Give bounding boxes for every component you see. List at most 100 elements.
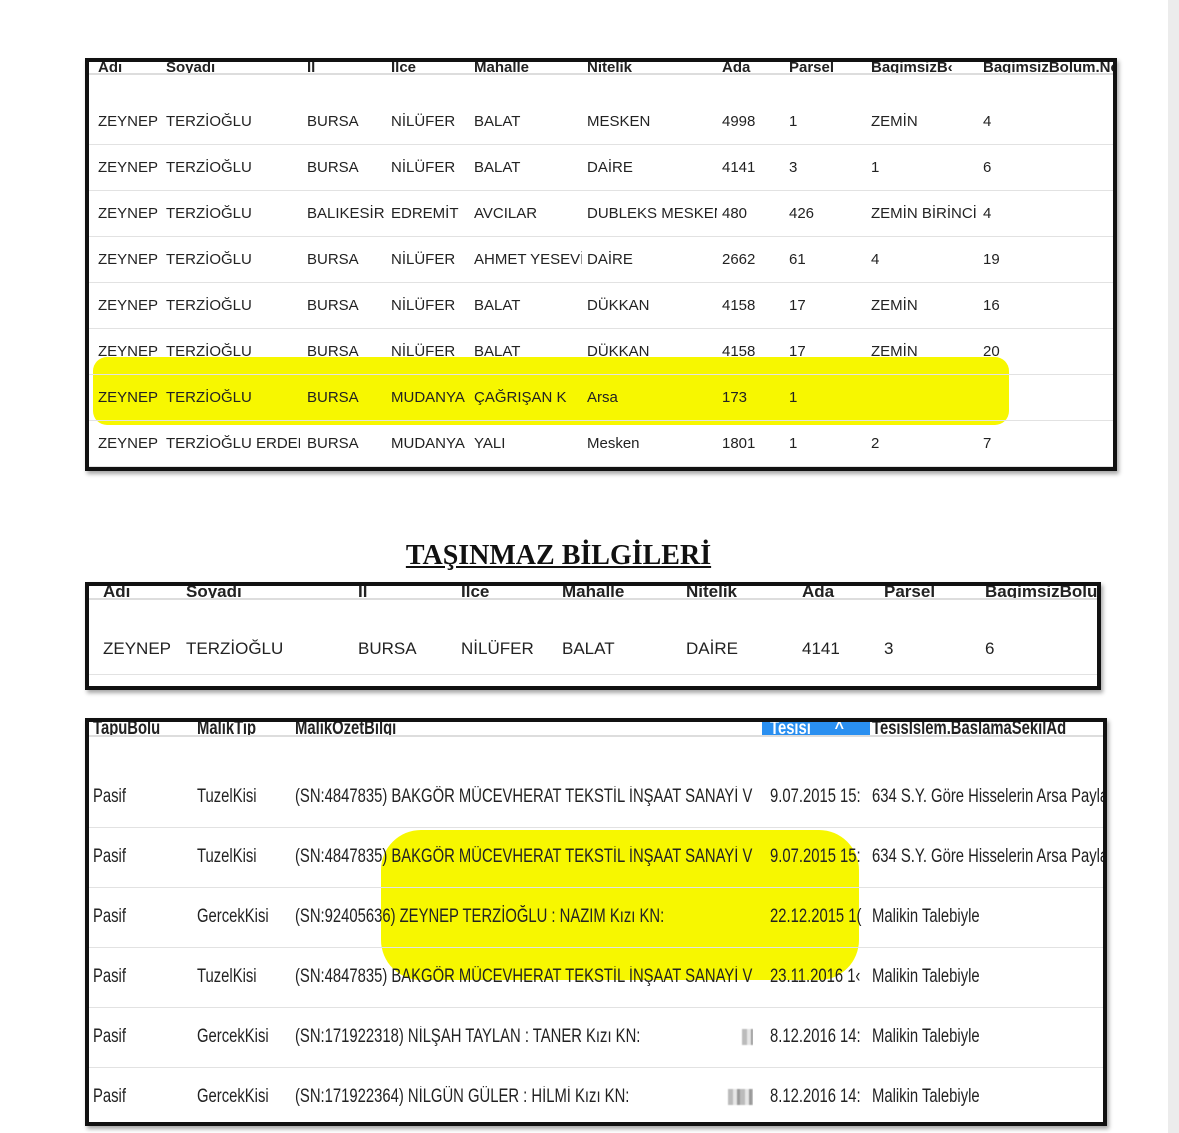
column-header-label: Il xyxy=(358,586,368,598)
column-header-label: Ilce xyxy=(391,62,417,73)
table-row[interactable]: ZEYNEP TERZİOĞLU ERDEM BURSA MUDANYA YALI Mes… xyxy=(89,420,1113,467)
cell-value: Pasif xyxy=(93,786,126,807)
table-row[interactable]: ZEYNEP TERZİOĞLU BURSA NİLÜFER BALAT DÜKKAN 41… xyxy=(89,328,1113,375)
table-header: TapuBolu MalikTip MalikOzetBilgi Tesisı ^ Tes… xyxy=(89,722,1103,737)
cell-value: (SN:171922364) NİLGÜN GÜLER : HİLMİ Kızı… xyxy=(295,1086,630,1107)
table-cell: Pasif xyxy=(93,827,193,887)
column-header[interactable]: Nitelik xyxy=(587,62,721,73)
table-cell: BURSA xyxy=(307,374,385,420)
column-header[interactable]: MalikOzetBilgi xyxy=(295,722,757,735)
table-row[interactable]: ZEYNEP TERZİOĞLU BURSA MUDANYA ÇAĞRIŞAN K Ars… xyxy=(89,374,1113,421)
table-cell: DÜKKAN xyxy=(587,282,717,328)
highlight-marker xyxy=(93,357,1009,425)
column-header[interactable]: Il xyxy=(358,586,460,598)
table-cell: MUDANYA xyxy=(391,420,469,466)
table-row[interactable]: ZEYNEP TERZİOĞLU BALIKESİR EDREMİT AVCILAR DU… xyxy=(89,190,1113,237)
column-header[interactable]: Adı xyxy=(103,586,185,598)
table-cell: DAİRE xyxy=(587,144,717,190)
table-cell: ZEYNEP xyxy=(98,282,160,328)
column-header-label: Parsel xyxy=(789,62,835,73)
table-cell: ZEYNEP xyxy=(98,328,160,374)
column-header[interactable]: MalikTip xyxy=(197,722,295,735)
cell-value: BALAT xyxy=(474,296,521,314)
table-cell: NİLÜFER xyxy=(461,624,557,674)
table-cell xyxy=(871,374,979,420)
table-cell: BURSA xyxy=(307,328,385,374)
column-header[interactable]: Ada xyxy=(722,62,788,73)
cell-value: Mesken xyxy=(587,434,640,452)
table-header: Adı Soyadı Il Ilce Mahalle Nitelik Ada Parsel Ba… xyxy=(89,586,1097,600)
table-row[interactable]: Pasif GercekKisi (SN:171922364) NİLGÜN GÜL… xyxy=(89,1067,1103,1122)
table-cell: Pasif xyxy=(93,1007,193,1067)
cell-value: BURSA xyxy=(307,342,359,360)
cell-value: BURSA xyxy=(358,639,417,658)
table-row[interactable]: Pasif TuzelKisi (SN:4847835) BAKGÖR MÜCEVH… xyxy=(89,947,1103,1008)
cell-value: 4 xyxy=(983,204,992,222)
cell-value: 1 xyxy=(789,434,798,452)
table-cell: ZEYNEP xyxy=(98,420,160,466)
table-cell: 17 xyxy=(789,328,865,374)
column-header[interactable]: Nitelik xyxy=(686,586,801,598)
table-cell: GercekKisi xyxy=(197,1067,291,1122)
cell-value: TuzelKisi xyxy=(197,966,257,987)
cell-value: 8.12.2016 14: xyxy=(770,1086,861,1107)
table-row[interactable]: Pasif TuzelKisi (SN:4847835) BAKGÖR MÜCEVH… xyxy=(89,827,1103,888)
column-header[interactable]: Ilce xyxy=(461,586,561,598)
column-header[interactable]: Parsel xyxy=(789,62,869,73)
column-header[interactable]: BagimsizBolum xyxy=(985,586,1097,598)
table-cell: ZEYNEP xyxy=(98,190,160,236)
table-cell: ZEYNEP xyxy=(98,466,160,467)
cell-value: ZEMİN xyxy=(871,112,918,130)
column-header[interactable]: Ada xyxy=(802,586,883,598)
column-header-label: MalikTip xyxy=(197,722,257,735)
column-header[interactable]: Soyadı xyxy=(166,62,304,73)
table-cell: 2662 xyxy=(722,236,784,282)
table-cell: 16 xyxy=(983,282,1109,328)
cell-value: AVCILAR xyxy=(474,204,538,222)
column-header[interactable]: BagimsizB‹ xyxy=(871,62,983,73)
cell-value: TERZİOĞLU xyxy=(166,388,252,406)
table-cell: TERZİOĞLU xyxy=(166,190,300,236)
table-cell: NİLÜFER xyxy=(391,466,469,467)
table-row[interactable]: ZEYNEP TERZİOĞLU BURSA NİLÜFER BALAT DAİRE 414… xyxy=(89,624,1097,675)
table-cell: 1801 xyxy=(722,420,784,466)
table-row[interactable]: Pasif GercekKisi (SN:92405636) ZEYNEP TERZ… xyxy=(89,887,1103,948)
column-header[interactable]: Il xyxy=(307,62,389,73)
cell-value: ZEYNEP xyxy=(98,250,159,268)
column-header[interactable]: Tesisı ^ xyxy=(762,722,870,735)
table-row[interactable]: Pasif GercekKisi (SN:171922318) NİLŞAH TAY… xyxy=(89,1007,1103,1068)
column-header[interactable]: Parsel xyxy=(884,586,984,598)
column-header[interactable]: Mahalle xyxy=(562,586,685,598)
table-cell: Pasif xyxy=(93,1067,193,1122)
cell-value: TERZİOĞLU xyxy=(166,296,252,314)
table-row[interactable]: ZEYNEP TERZİOĞLU ERDEM BURSA NİLÜFER BEŞEVLE… xyxy=(89,466,1113,467)
column-header-label: Mahalle xyxy=(474,62,530,73)
column-header[interactable]: Soyadı xyxy=(186,586,356,598)
cell-value: Pasif xyxy=(93,846,126,867)
table-row[interactable]: ZEYNEP TERZİOĞLU BURSA NİLÜFER BALAT DÜKKAN 41… xyxy=(89,282,1113,329)
column-header-label: Mahalle xyxy=(562,586,625,598)
column-header[interactable]: Adı xyxy=(98,62,164,73)
column-header[interactable]: BagimsizBolum.No xyxy=(983,62,1113,73)
table-cell: TERZİOĞLU ERDEM xyxy=(166,466,300,467)
column-header[interactable]: Mahalle xyxy=(474,62,586,73)
page-edge xyxy=(1168,0,1179,1133)
table-row[interactable]: ZEYNEP TERZİOĞLU BURSA NİLÜFER AHMET YESEVİ D… xyxy=(89,236,1113,283)
cell-value: 480 xyxy=(722,204,748,222)
cell-value: EDREMİT xyxy=(391,204,459,222)
sort-ascending-icon[interactable]: ^ xyxy=(834,722,844,735)
table-cell: ZEYNEP xyxy=(98,144,160,190)
cell-value: NİLÜFER xyxy=(391,342,456,360)
cell-value: TERZİOĞLU xyxy=(186,639,284,658)
table-row[interactable]: ZEYNEP TERZİOĞLU BURSA NİLÜFER BALAT DAİRE 414… xyxy=(89,144,1113,191)
column-header[interactable]: TapuBolu xyxy=(93,722,197,735)
table-row[interactable]: Pasif TuzelKisi (SN:4847835) BAKGÖR MÜCEVH… xyxy=(89,767,1103,828)
cell-value: 6 xyxy=(985,639,995,658)
table-row[interactable]: ZEYNEP TERZİOĞLU BURSA NİLÜFER BALAT MESKEN 49… xyxy=(89,98,1113,145)
column-header[interactable]: Ilce xyxy=(391,62,473,73)
cell-value: (SN:92405636) ZEYNEP TERZİOĞLU : NAZIM K… xyxy=(295,906,665,927)
cell-value: DAİRE xyxy=(686,639,738,658)
column-header[interactable]: TesisIslem.BaslamaSekilAd xyxy=(872,722,1103,735)
cell-value: 9.07.2015 15: xyxy=(770,846,861,867)
table-cell xyxy=(983,374,1109,420)
